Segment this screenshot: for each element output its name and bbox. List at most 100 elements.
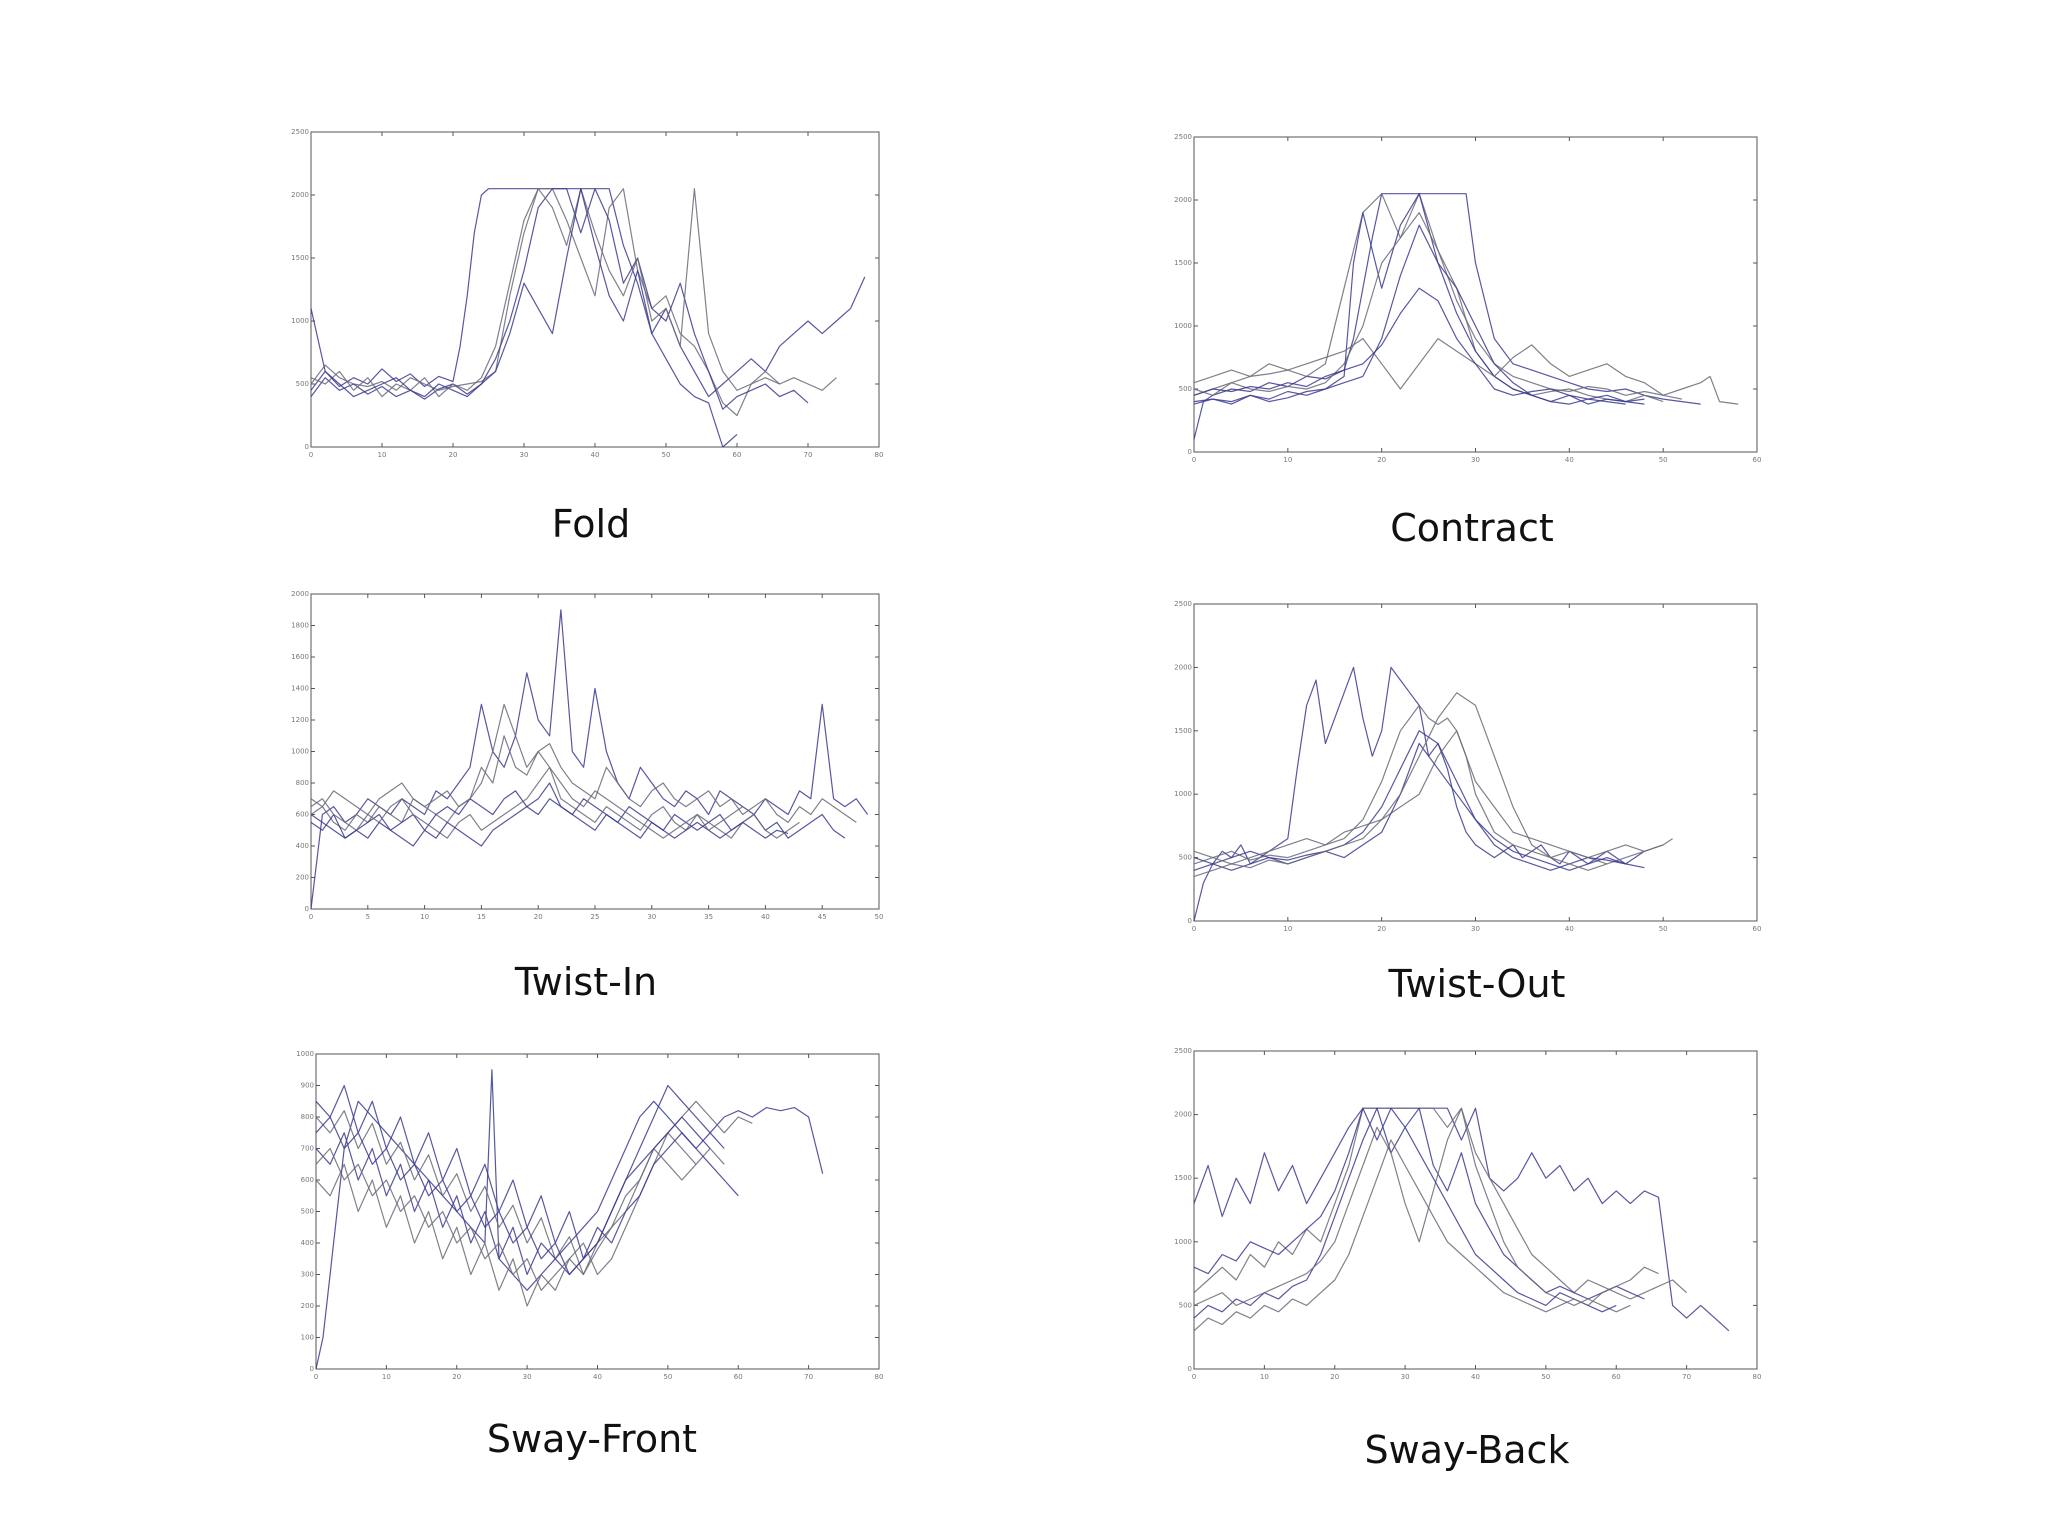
- x-tick-label: 0: [309, 451, 313, 459]
- plot-frame: [1193, 603, 1758, 922]
- twist-out-caption: Twist-Out: [1388, 962, 1566, 1006]
- x-tick-label: 20: [449, 451, 458, 459]
- x-tick-label: 10: [420, 913, 429, 921]
- y-tick-label: 2000: [1174, 196, 1192, 204]
- y-tick-label: 0: [305, 905, 309, 913]
- series-line-trial-2: [1193, 1107, 1688, 1300]
- x-tick-label: 0: [1192, 1373, 1196, 1381]
- series-line-trial-7: [1193, 287, 1645, 403]
- series-line-trial-2: [310, 188, 837, 417]
- chart-panel-sway-front: 0 10 20 30 40 50 60 70 80 0 100 200 300 400 500 600 700 8…: [296, 1050, 884, 1385]
- x-tick-label: 30: [1471, 925, 1480, 933]
- x-tick-label: 20: [1377, 456, 1386, 464]
- chart-panel-sway-back: 0 10 20 30 40 50 60 70 80 0 500 1000 1500 2000 2500: [1174, 1047, 1761, 1385]
- y-tick-label: 400: [301, 1239, 314, 1247]
- x-tick-label: 15: [477, 913, 486, 921]
- x-tick-label: 40: [1565, 456, 1574, 464]
- series-line-trial-4: [315, 1132, 725, 1291]
- x-tick-label: 70: [804, 1373, 813, 1381]
- series-line-trial-4: [310, 188, 780, 398]
- series-line-trial-6: [310, 703, 744, 839]
- x-tick-label: 0: [309, 913, 313, 921]
- y-tick-label: 2000: [1174, 1111, 1192, 1119]
- series-line-trial-4: [310, 766, 800, 839]
- plot-frame: [310, 593, 880, 910]
- x-tick-label: 60: [734, 1373, 743, 1381]
- y-tick-label: 0: [305, 443, 309, 451]
- y-tick-label: 1000: [296, 1050, 314, 1058]
- y-tick-label: 2000: [291, 590, 309, 598]
- x-tick-label: 30: [523, 1373, 532, 1381]
- plot-frame: [1193, 136, 1758, 453]
- y-tick-label: 500: [296, 380, 309, 388]
- x-tick-label: 0: [1192, 456, 1196, 464]
- series-line-trial-7: [315, 1116, 711, 1276]
- y-tick-label: 200: [296, 874, 309, 882]
- x-tick-label: 60: [1753, 925, 1762, 933]
- y-tick-label: 200: [301, 1302, 314, 1310]
- series-line-trial-5: [310, 188, 738, 448]
- series-line-trial-4: [1193, 730, 1673, 865]
- y-tick-label: 1600: [291, 653, 309, 661]
- x-tick-label: 10: [1283, 925, 1292, 933]
- y-tick-label: 500: [1179, 854, 1192, 862]
- y-tick-label: 1000: [291, 748, 309, 756]
- y-tick-label: 500: [1179, 1301, 1192, 1309]
- x-tick-label: 50: [662, 451, 671, 459]
- y-tick-label: 700: [301, 1145, 314, 1153]
- y-tick-label: 800: [296, 779, 309, 787]
- y-tick-label: 2500: [1174, 600, 1192, 608]
- sway-back-caption: Sway-Back: [1364, 1428, 1570, 1472]
- y-tick-label: 1000: [1174, 790, 1192, 798]
- y-tick-label: 0: [1188, 917, 1192, 925]
- x-tick-label: 50: [1541, 1373, 1550, 1381]
- y-tick-label: 2500: [1174, 133, 1192, 141]
- x-tick-label: 20: [1330, 1373, 1339, 1381]
- twist-in-caption: Twist-In: [514, 960, 658, 1004]
- y-tick-label: 800: [301, 1113, 314, 1121]
- series-line-trial-3: [315, 1084, 725, 1276]
- x-tick-label: 40: [1565, 925, 1574, 933]
- fold-chart: 0 10 20 30 40 50 60 70 80 0 500 1000 1500 2000 2500: [291, 128, 883, 459]
- y-tick-label: 1000: [1174, 322, 1192, 330]
- contract-caption: Contract: [1390, 506, 1554, 550]
- y-tick-label: 1000: [291, 317, 309, 325]
- x-tick-label: 10: [378, 451, 387, 459]
- series-line-trial-4: [1193, 211, 1683, 400]
- y-tick-label: 1200: [291, 716, 309, 724]
- x-tick-label: 80: [875, 1373, 884, 1381]
- series-line-trial-5: [1193, 1107, 1617, 1313]
- fold-caption: Fold: [551, 502, 631, 546]
- twist-out-chart: 0 10 20 30 40 50 60 0 500 1000 1500 2000 2500: [1174, 600, 1762, 933]
- chart-panel-contract: 0 10 20 30 40 50 60 0 500 1000 1500 2000 2500: [1174, 133, 1762, 468]
- y-tick-label: 2500: [1174, 1047, 1192, 1055]
- y-tick-label: 500: [1179, 385, 1192, 393]
- x-tick-label: 60: [1753, 456, 1762, 464]
- y-tick-label: 0: [1188, 1365, 1192, 1373]
- x-tick-label: 0: [1192, 925, 1196, 933]
- series-line-trial-5: [1193, 742, 1626, 871]
- series-line-trial-6: [1193, 692, 1608, 878]
- sway-back-chart: 0 10 20 30 40 50 60 70 80 0 500 1000 1500 2000 2500: [1174, 1047, 1761, 1381]
- x-tick-label: 50: [1659, 456, 1668, 464]
- x-tick-label: 45: [818, 913, 827, 921]
- series-line-trial-6: [1193, 1139, 1659, 1332]
- x-tick-label: 70: [1682, 1373, 1691, 1381]
- series-line-trial-4: [1193, 1107, 1631, 1313]
- sway-front-caption: Sway-Front: [486, 1417, 698, 1461]
- y-tick-label: 300: [301, 1271, 314, 1279]
- series-line-trial-1: [1193, 193, 1701, 440]
- y-tick-label: 1500: [1174, 727, 1192, 735]
- y-tick-label: 500: [301, 1208, 314, 1216]
- x-tick-label: 25: [591, 913, 600, 921]
- x-tick-label: 30: [1471, 456, 1480, 464]
- x-tick-label: 50: [875, 913, 884, 921]
- x-tick-label: 60: [733, 451, 742, 459]
- y-tick-label: 2000: [291, 191, 309, 199]
- x-tick-label: 30: [647, 913, 656, 921]
- y-tick-label: 1400: [291, 685, 309, 693]
- x-tick-label: 50: [1659, 925, 1668, 933]
- x-tick-label: 10: [382, 1373, 391, 1381]
- y-tick-label: 1000: [1174, 1238, 1192, 1246]
